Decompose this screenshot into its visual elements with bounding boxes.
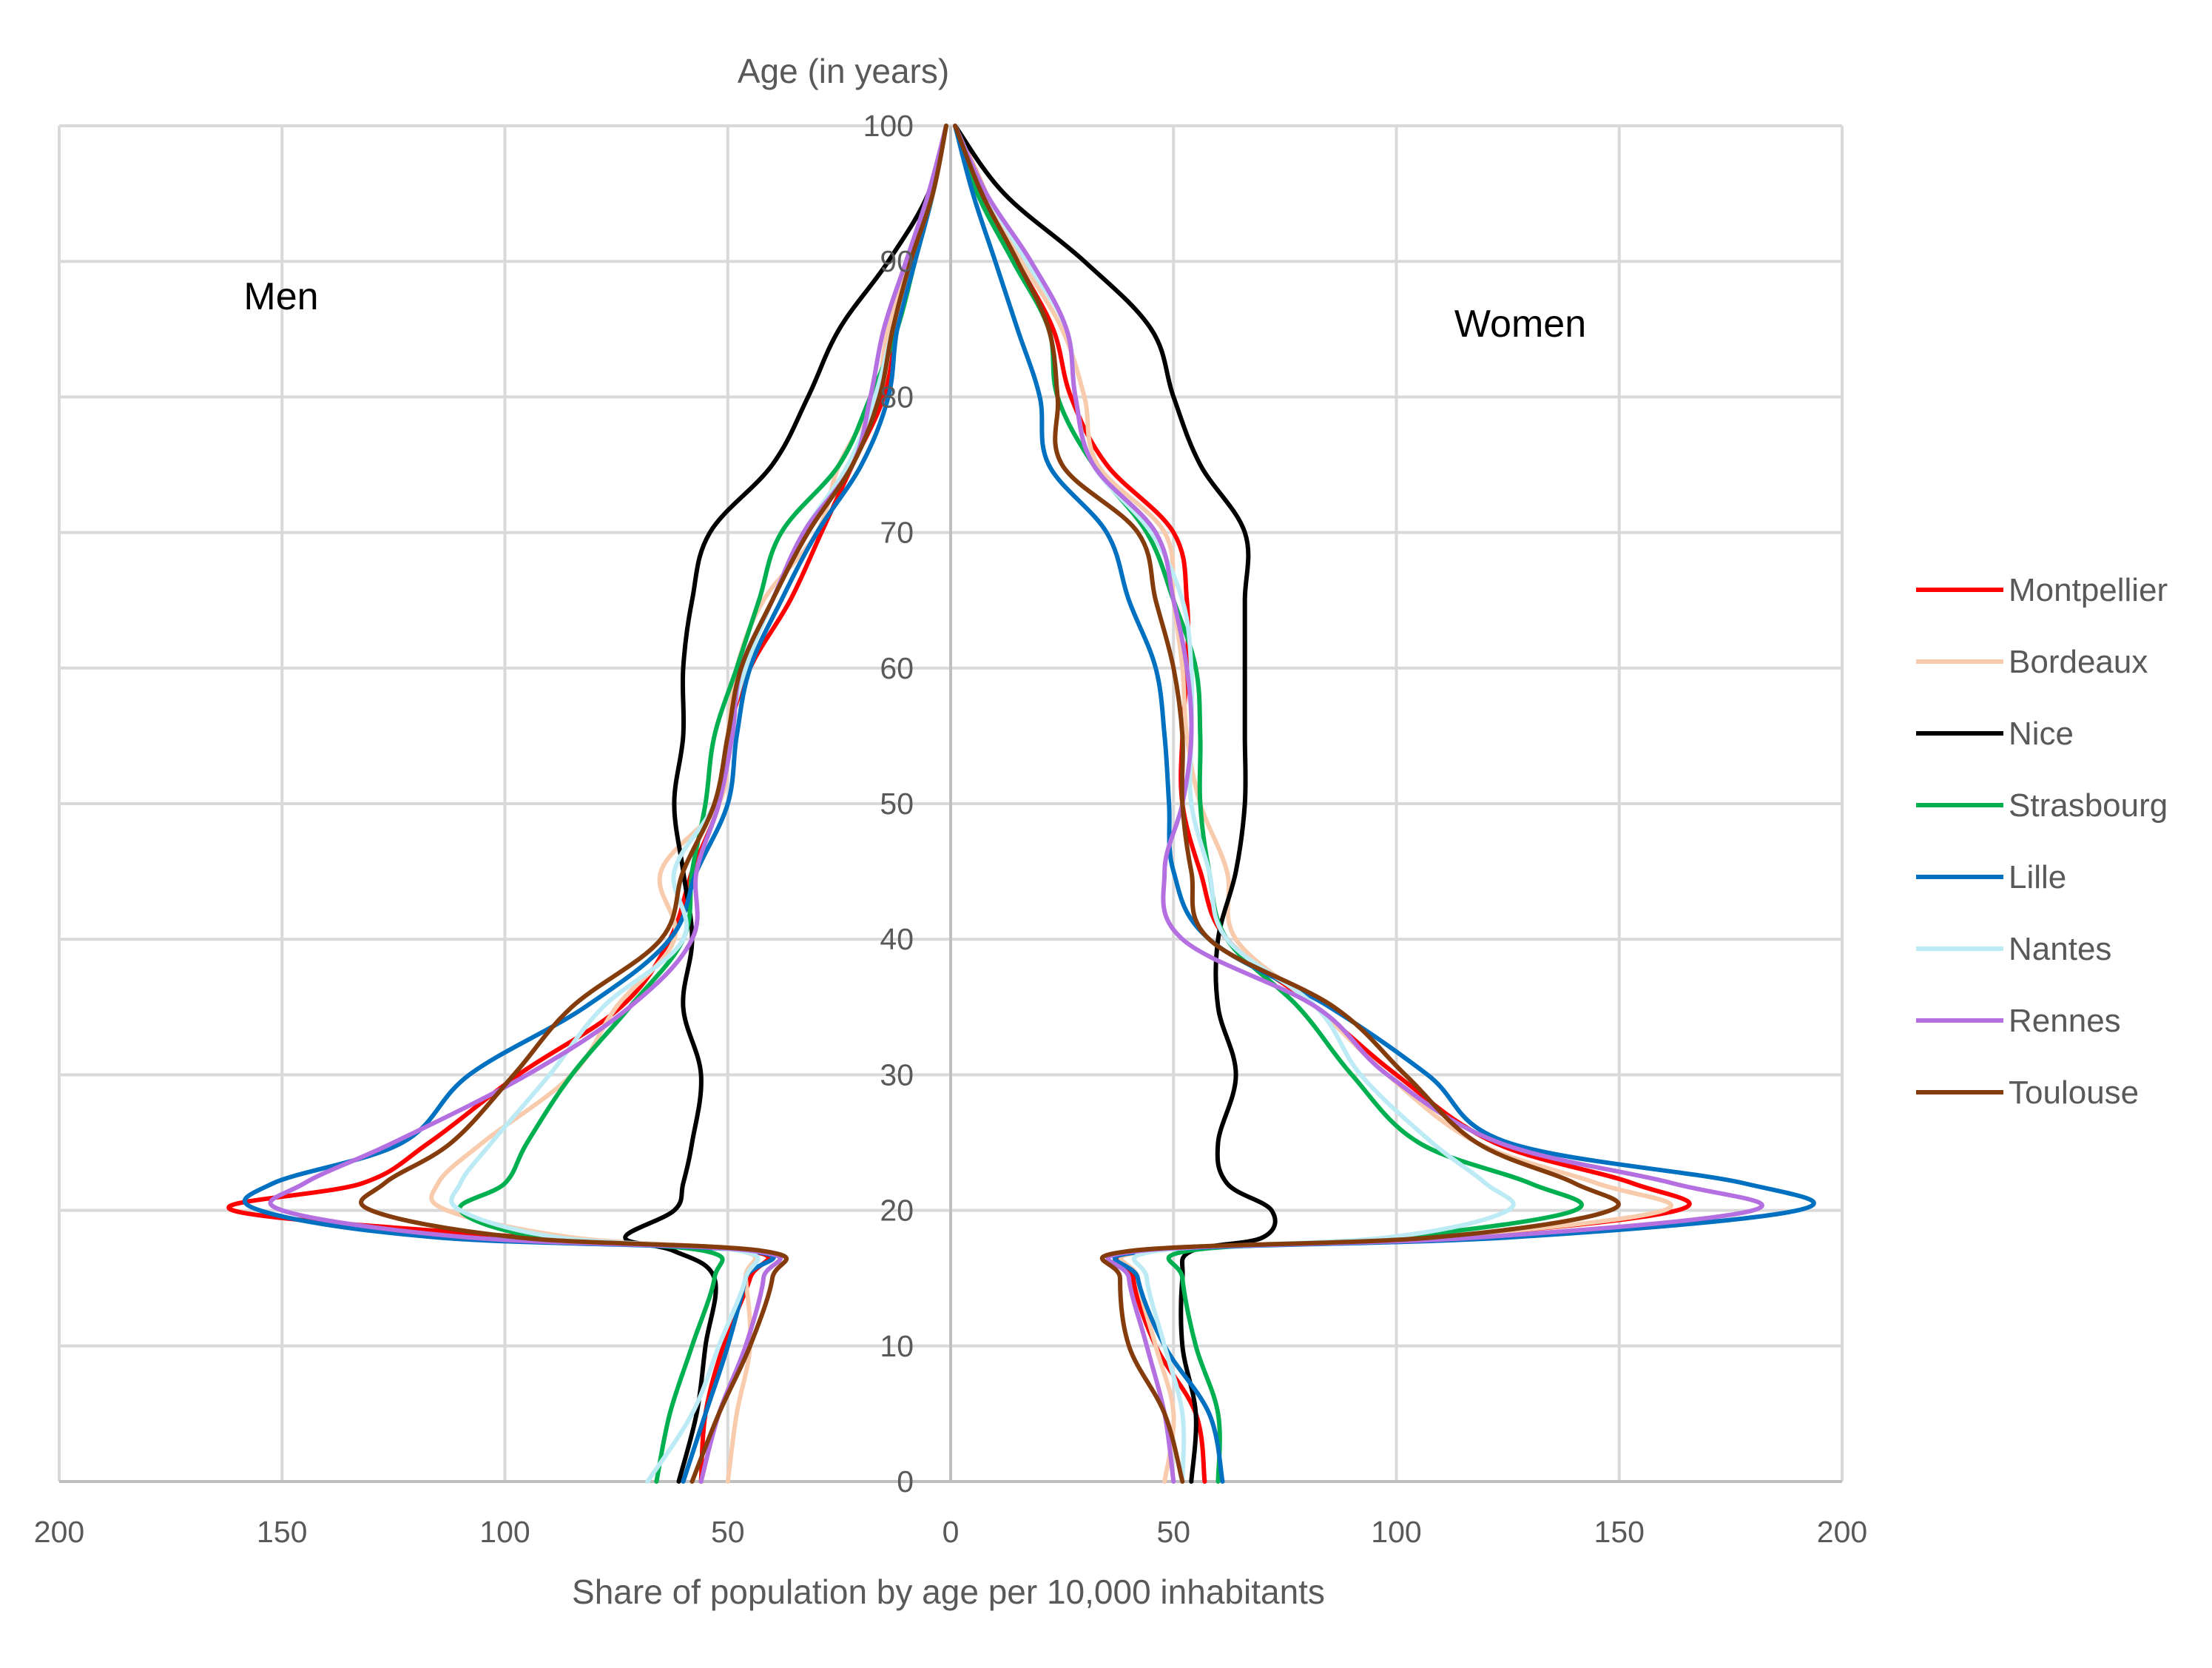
- legend-label-strasbourg: Strasbourg: [2009, 787, 2168, 824]
- men-label: Men: [243, 275, 318, 318]
- legend-label-nantes: Nantes: [2009, 931, 2111, 967]
- y-tick-label: 0: [897, 1464, 914, 1499]
- x-tick-label: 50: [1156, 1515, 1190, 1549]
- women-label: Women: [1454, 303, 1586, 346]
- y-tick-label: 40: [880, 922, 914, 956]
- series-line-women-toulouse: [953, 124, 1621, 1484]
- series-lines: [226, 124, 1816, 1484]
- legend-label-rennes: Rennes: [2009, 1003, 2121, 1039]
- x-tick-label: 150: [257, 1515, 307, 1549]
- y-tick-label: 30: [880, 1057, 914, 1092]
- x-tick-label: 100: [479, 1515, 530, 1549]
- y-axis-title: Age (in years): [738, 52, 949, 90]
- x-tick-label: 50: [711, 1515, 745, 1549]
- y-tick-label: 90: [880, 244, 914, 278]
- axes: [59, 126, 1842, 1483]
- x-axis-title: Share of population by age per 10,000 in…: [572, 1573, 1325, 1611]
- legend-label-bordeaux: Bordeaux: [2009, 644, 2148, 680]
- y-tick-label: 20: [880, 1194, 914, 1228]
- y-tick-label: 10: [880, 1329, 914, 1363]
- y-tick-label: 70: [880, 516, 914, 550]
- y-tick-label: 100: [863, 109, 914, 143]
- legend-label-toulouse: Toulouse: [2009, 1075, 2139, 1111]
- x-tick-label: 150: [1594, 1515, 1645, 1549]
- legend: Montpellier Bordeaux Nice Strasbourg Lille Na…: [1916, 572, 2168, 1111]
- legend-label-lille: Lille: [2009, 859, 2066, 895]
- y-tick-label: 50: [880, 787, 914, 821]
- legend-label-nice: Nice: [2009, 716, 2074, 752]
- series-line-men-toulouse: [359, 124, 948, 1484]
- x-tick-label: 100: [1371, 1515, 1421, 1549]
- x-tick-label: 0: [943, 1515, 960, 1549]
- x-tick-label: 200: [34, 1515, 84, 1549]
- y-tick-label: 80: [880, 380, 914, 414]
- x-tick-label: 200: [1817, 1515, 1867, 1549]
- legend-label-montpellier: Montpellier: [2009, 572, 2168, 608]
- y-tick-label: 60: [880, 651, 914, 685]
- tick-labels: 200 150 100 50 0 50 100 150 200 0 10 20 30 40 50 60 70 80…: [34, 109, 1867, 1549]
